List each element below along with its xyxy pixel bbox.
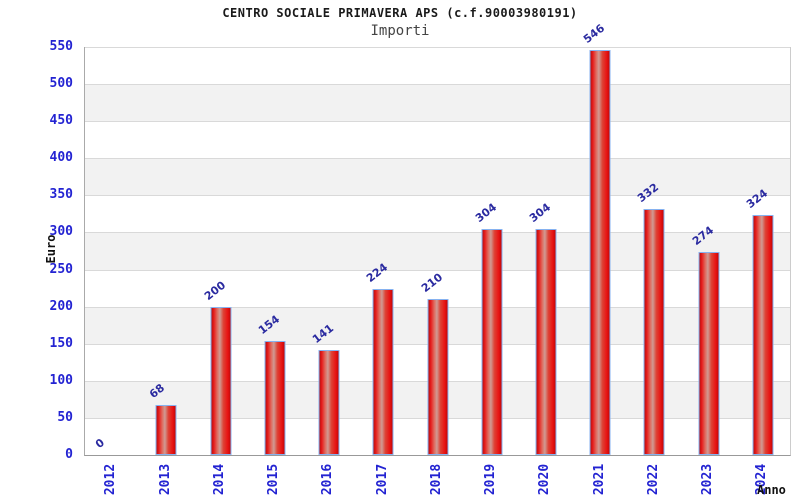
bar-slot: 200 (193, 47, 247, 455)
background-band (85, 232, 790, 270)
bar (210, 307, 232, 455)
bar-value-label: 200 (201, 278, 228, 303)
y-tick-label: 500 (49, 76, 73, 92)
gridline (85, 195, 790, 197)
bar (318, 350, 340, 455)
x-tick-label: 2023 (700, 463, 716, 495)
x-tick-cell: 2016 (301, 457, 355, 500)
bar-slot: 68 (139, 47, 193, 455)
x-tick-cell: 2015 (247, 457, 301, 500)
chart-title: CENTRO SOCIALE PRIMAVERA APS (c.f.900039… (222, 6, 578, 20)
background-band (85, 121, 790, 159)
x-tick-cell: 2012 (84, 457, 138, 500)
bar-slot: 324 (736, 47, 790, 455)
x-tick-cell: 2020 (518, 457, 572, 500)
x-tick-label: 2012 (103, 463, 119, 495)
x-axis-title: Anno (757, 483, 786, 497)
bar (535, 229, 557, 455)
y-tick-label: 200 (49, 298, 73, 314)
x-tick-label: 2013 (157, 463, 173, 495)
bar (481, 229, 503, 455)
bar-slot: 546 (573, 22, 627, 455)
y-tick-label: 100 (49, 372, 73, 388)
chart-subtitle: Importi (370, 23, 430, 39)
gridline (85, 158, 790, 160)
y-axis-title: Euro (44, 234, 58, 264)
y-tick-label: 50 (57, 409, 73, 425)
bar-slot: 0 (85, 47, 139, 455)
bar (752, 215, 774, 455)
background-band (85, 84, 790, 122)
x-tick-label: 2020 (537, 463, 553, 495)
bar (643, 209, 665, 455)
bar-value-label: 332 (635, 180, 662, 205)
bar (427, 299, 449, 455)
bar-slot: 304 (519, 47, 573, 455)
gridline (85, 121, 790, 123)
bar-value-label: 324 (743, 186, 771, 211)
y-tick-label: 550 (49, 39, 73, 54)
y-tick-label: 350 (49, 187, 73, 203)
x-tick-cell: 2019 (464, 457, 518, 500)
x-tick-cell: 2014 (192, 457, 246, 500)
gridline (85, 47, 790, 48)
bar-slot: 224 (356, 47, 410, 455)
bar (264, 341, 286, 455)
bar (589, 50, 611, 455)
bar-value-label: 224 (364, 260, 391, 285)
bar-value-label: 304 (526, 200, 554, 225)
bar-value-label: 154 (255, 312, 282, 337)
y-tick-label: 250 (49, 261, 73, 277)
x-tick-cell: 2017 (355, 457, 409, 500)
gridline (85, 269, 790, 271)
x-tick-label: 2017 (374, 463, 390, 495)
x-tick-label: 2014 (212, 463, 228, 495)
x-tick-label: 2022 (645, 463, 661, 495)
bar-slot: 274 (682, 47, 736, 455)
gridline (85, 84, 790, 86)
y-tick-label: 450 (49, 113, 73, 129)
x-tick-label: 2021 (591, 463, 607, 495)
y-tick-label: 150 (49, 335, 73, 351)
bar-value-label: 0 (93, 436, 108, 451)
bar-value-label: 304 (472, 200, 499, 225)
bar-value-label: 141 (310, 321, 337, 346)
background-band (85, 195, 790, 233)
x-tick-label: 2015 (266, 463, 282, 495)
x-tick-cell: 2022 (626, 457, 680, 500)
x-tick-cell: 2013 (138, 457, 192, 500)
plot-area: 0 68 200 154 141 224 210 304 304 546 332 274 324 (84, 22, 791, 456)
bar-slot: 304 (465, 47, 519, 455)
x-tick-cell: 2023 (681, 457, 735, 500)
y-axis-tick-labels: 0 50 100 150 200 250 300 350 400 450 500 550 (0, 39, 78, 462)
x-tick-cell: 2021 (572, 457, 626, 500)
background-band (85, 47, 790, 85)
background-band (85, 158, 790, 196)
y-tick-label: 400 (49, 150, 73, 166)
bar-value-label: 68 (147, 381, 168, 401)
bar (698, 252, 720, 455)
y-tick-label: 300 (49, 224, 73, 240)
bar-slot: 332 (627, 47, 681, 455)
bar (372, 289, 394, 455)
bar-value-label: 210 (418, 270, 445, 295)
bar-slot: 210 (410, 47, 464, 455)
x-tick-label: 2016 (320, 463, 336, 495)
bar-slot: 154 (248, 47, 302, 455)
x-axis-tick-labels: 2012 2013 2014 2015 2016 2017 2018 2019 2020 2021… (84, 457, 789, 500)
gridline (85, 232, 790, 234)
x-tick-label: 2018 (429, 463, 445, 495)
x-tick-cell: 2018 (409, 457, 463, 500)
bar (155, 405, 177, 455)
bar-series: 0 68 200 154 141 224 210 304 304 546 332 274 324 (85, 22, 790, 455)
y-tick-label: 0 (65, 447, 73, 462)
bar-slot: 141 (302, 47, 356, 455)
x-tick-label: 2019 (483, 463, 499, 495)
bar-value-label: 274 (689, 223, 716, 248)
